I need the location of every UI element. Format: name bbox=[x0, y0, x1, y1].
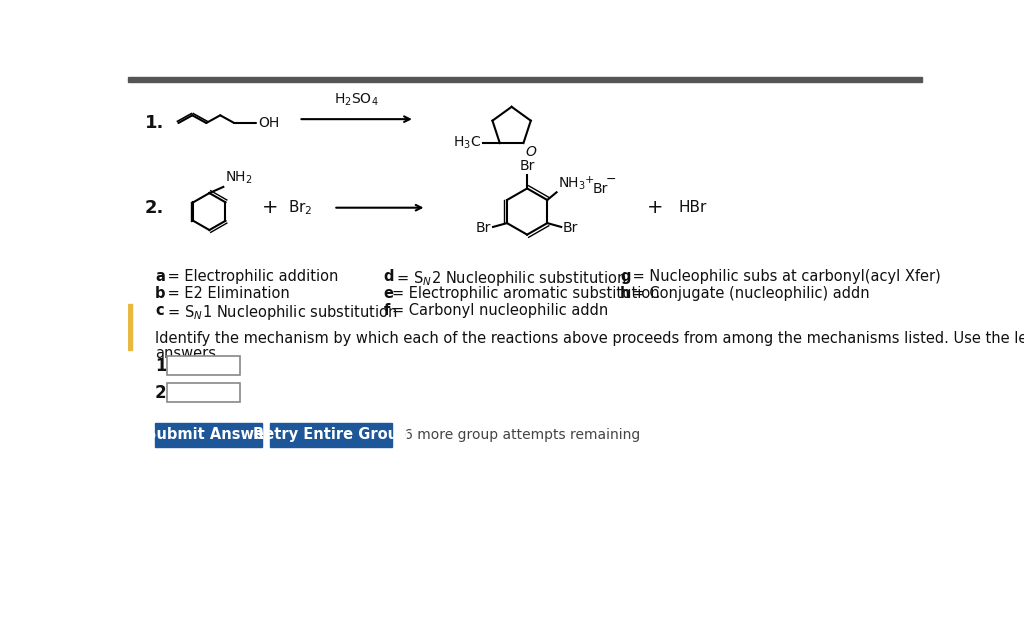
Text: = Electrophilic aromatic substitution: = Electrophilic aromatic substitution bbox=[391, 286, 659, 301]
Text: 1.: 1. bbox=[145, 114, 165, 132]
Text: 2.: 2. bbox=[145, 198, 165, 217]
Bar bbox=[167, 356, 241, 375]
Bar bbox=[167, 383, 241, 402]
Text: e: e bbox=[384, 286, 394, 301]
Bar bbox=[270, 422, 392, 447]
Text: answers.: answers. bbox=[155, 346, 221, 362]
Text: +: + bbox=[647, 198, 664, 217]
Text: Retry Entire Group: Retry Entire Group bbox=[253, 428, 409, 442]
Text: NH$_3$: NH$_3$ bbox=[558, 175, 586, 191]
Text: = Conjugate (nucleophilic) addn: = Conjugate (nucleophilic) addn bbox=[628, 286, 869, 301]
Text: Identify the mechanism by which each of the reactions above proceeds from among : Identify the mechanism by which each of … bbox=[155, 331, 1024, 346]
Text: +: + bbox=[261, 198, 279, 217]
Text: Submit Answer: Submit Answer bbox=[146, 428, 271, 442]
Text: f: f bbox=[384, 303, 390, 318]
Text: Br$_2$: Br$_2$ bbox=[288, 198, 312, 217]
Text: = Nucleophilic subs at carbonyl(acyl Xfer): = Nucleophilic subs at carbonyl(acyl Xfe… bbox=[628, 269, 941, 284]
Text: +: + bbox=[585, 175, 594, 186]
Text: NH$_2$: NH$_2$ bbox=[225, 170, 253, 186]
Text: = Electrophilic addition: = Electrophilic addition bbox=[163, 269, 338, 284]
Text: Br: Br bbox=[563, 221, 579, 235]
Text: Br: Br bbox=[592, 182, 607, 196]
Text: g: g bbox=[621, 269, 631, 284]
Text: = Carbonyl nucleophilic addn: = Carbonyl nucleophilic addn bbox=[391, 303, 608, 318]
Bar bbox=[128, 304, 132, 350]
Bar bbox=[128, 77, 922, 82]
Text: 2.: 2. bbox=[155, 383, 173, 401]
Text: d: d bbox=[384, 269, 394, 284]
Bar bbox=[155, 422, 262, 447]
Text: Br: Br bbox=[476, 221, 492, 235]
Text: Br: Br bbox=[519, 159, 535, 173]
Text: b: b bbox=[155, 286, 166, 301]
Text: HBr: HBr bbox=[678, 200, 707, 215]
Text: H$_2$SO$_4$: H$_2$SO$_4$ bbox=[334, 91, 379, 108]
Text: H$_3$C: H$_3$C bbox=[453, 135, 481, 151]
Text: h: h bbox=[621, 286, 631, 301]
Text: = S$_N$1 Nucleophilic substitution: = S$_N$1 Nucleophilic substitution bbox=[163, 303, 397, 322]
Text: a: a bbox=[155, 269, 165, 284]
Text: O: O bbox=[525, 145, 536, 159]
Text: c: c bbox=[155, 303, 164, 318]
Text: = S$_N$2 Nucleophilic substitution: = S$_N$2 Nucleophilic substitution bbox=[391, 269, 626, 288]
Text: OH: OH bbox=[258, 116, 280, 130]
Text: 1.: 1. bbox=[155, 356, 173, 374]
Text: = E2 Elimination: = E2 Elimination bbox=[163, 286, 290, 301]
Text: 6 more group attempts remaining: 6 more group attempts remaining bbox=[403, 428, 640, 442]
Text: −: − bbox=[605, 173, 615, 186]
